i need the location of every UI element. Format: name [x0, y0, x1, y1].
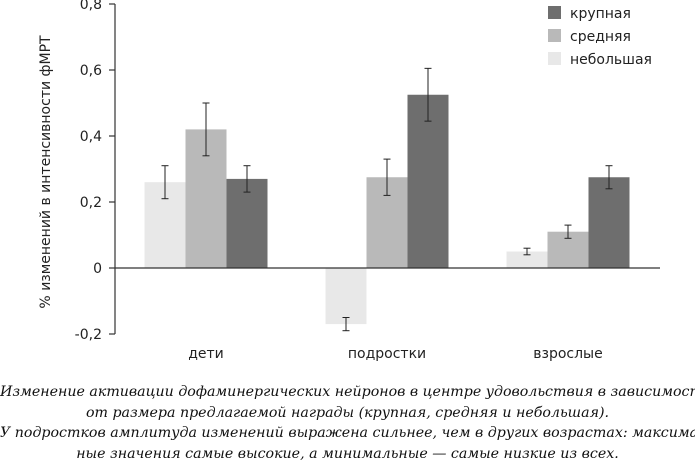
legend-swatch — [548, 6, 561, 19]
caption-line: ные значения самые высокие, а минимальны… — [76, 445, 619, 462]
legend-swatch — [548, 52, 561, 65]
legend-label: средняя — [570, 29, 631, 45]
legend-swatch — [548, 29, 561, 42]
figure-caption: Изменение активации дофаминергических не… — [0, 382, 695, 464]
bar — [325, 268, 367, 325]
caption-line: Изменение активации дофаминергических не… — [0, 384, 695, 400]
caption-line: от размера предлагаемой награды (крупная… — [85, 404, 610, 421]
bars — [144, 94, 630, 325]
bar-chart: -0,200,20,40,60,8 дети подростки взрослые … — [38, 0, 660, 362]
category-label: подростки — [348, 346, 426, 362]
y-tick-label: 0,6 — [80, 63, 102, 79]
x-axis: дети подростки взрослые — [115, 267, 660, 362]
y-tick-label: 0,2 — [80, 195, 102, 211]
caption-line: У подростков амплитуда изменений выражен… — [0, 425, 695, 441]
y-tick-label: 0,8 — [80, 0, 102, 13]
legend: крупная средняя небольшая — [548, 6, 652, 68]
y-tick-label: 0,4 — [80, 129, 102, 145]
y-axis: -0,2 0 0,2 0,4 0,6 0,8 — [75, 0, 116, 343]
y-axis-label: % изменений в интенсивности фМРТ — [38, 35, 54, 309]
bar — [588, 177, 630, 268]
bar — [506, 251, 548, 268]
category-label: дети — [188, 346, 224, 362]
bar — [407, 94, 449, 268]
category-label: взрослые — [533, 346, 602, 362]
error-bars — [161, 67, 613, 332]
y-tick-label: -0,2 — [75, 327, 102, 343]
bar — [226, 178, 268, 268]
legend-label: крупная — [570, 6, 631, 22]
y-tick-label: 0 — [93, 261, 102, 277]
legend-label: небольшая — [570, 52, 652, 68]
